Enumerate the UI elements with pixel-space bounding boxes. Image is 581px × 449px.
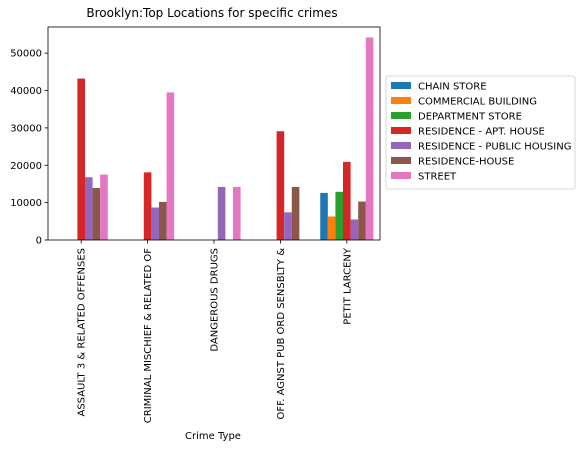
legend-label: RESIDENCE - PUBLIC HOUSING <box>418 142 571 153</box>
y-tick-label: 20000 <box>10 161 42 172</box>
y-tick-label: 10000 <box>10 198 42 209</box>
legend-label: COMMERCIAL BUILDING <box>418 97 537 108</box>
legend-swatch <box>391 157 411 164</box>
bar <box>335 191 344 240</box>
legend-label: CHAIN STORE <box>418 82 487 93</box>
legend-swatch <box>391 172 411 179</box>
bar <box>143 172 152 240</box>
bar <box>343 161 351 240</box>
x-tick-label: ASSAULT 3 & RELATED OFFENSES <box>77 248 88 417</box>
bar <box>327 216 336 240</box>
x-axis-label: Crime Type <box>185 431 241 442</box>
plot-frame <box>47 26 381 241</box>
legend-label: RESIDENCE-HOUSE <box>418 157 514 168</box>
y-tick-label: 40000 <box>10 86 42 97</box>
legend: CHAIN STORE COMMERCIAL BUILDING DEPARTMENT… <box>385 75 576 190</box>
y-tick-label: 50000 <box>10 49 42 60</box>
legend-box <box>385 75 576 190</box>
bar <box>358 201 366 240</box>
legend-label: DEPARTMENT STORE <box>418 112 522 123</box>
bar <box>92 188 101 240</box>
legend-swatch <box>391 97 411 104</box>
legend-swatch <box>391 82 411 89</box>
bar <box>350 219 359 240</box>
bar <box>158 201 167 240</box>
bar <box>84 177 93 240</box>
x-tick-label: OFF. AGNST PUB ORD SENSBLTY & <box>276 248 287 420</box>
legend-swatch <box>391 112 411 119</box>
bar <box>320 192 328 240</box>
x-tick-label: CRIMINAL MISCHIEF & RELATED OF <box>143 248 154 423</box>
x-tick-label: DANGEROUS DRUGS <box>210 248 221 352</box>
bar <box>166 92 175 240</box>
bar <box>365 37 374 240</box>
legend-label: RESIDENCE - APT. HOUSE <box>418 127 545 138</box>
x-axis: ASSAULT 3 & RELATED OFFENSES CRIMINAL MIS… <box>77 240 353 423</box>
bar <box>291 186 300 240</box>
bars-group <box>77 37 374 240</box>
y-tick-label: 0 <box>36 236 42 247</box>
chart-title: Brooklyn:Top Locations for specific crim… <box>86 6 337 20</box>
legend-label: STREET <box>418 172 457 183</box>
x-tick-label: PETIT LARCENY <box>342 247 353 325</box>
bar <box>77 78 85 240</box>
y-axis: 0 10000 20000 30000 40000 50000 <box>10 49 48 247</box>
bar <box>284 212 292 240</box>
legend-swatch <box>391 142 411 149</box>
bar <box>232 186 241 240</box>
bar <box>276 131 285 240</box>
bar <box>217 186 226 240</box>
bar <box>100 174 108 240</box>
legend-swatch <box>391 127 411 134</box>
bar <box>151 207 159 240</box>
y-tick-label: 30000 <box>10 123 42 134</box>
